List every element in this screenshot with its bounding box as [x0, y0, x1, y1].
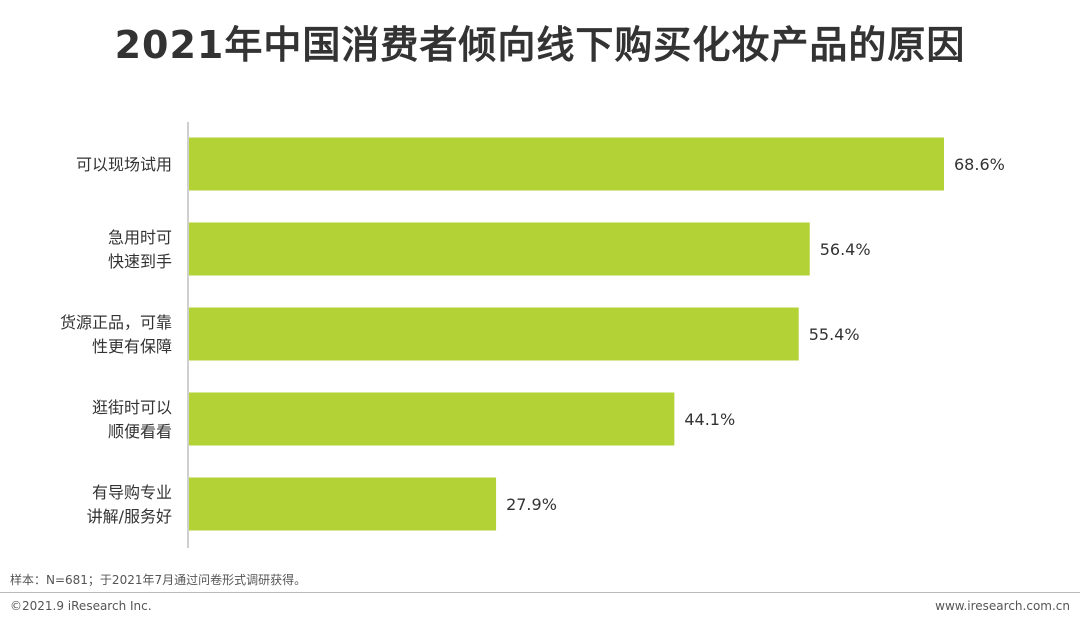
category-label-1-1: 快速到手 [108, 252, 172, 271]
category-label-3-0: 逛街时可以 [92, 398, 172, 417]
value-label-3: 44.1% [684, 410, 735, 429]
bar-3 [189, 392, 675, 446]
bar-4 [189, 477, 497, 531]
value-label-2: 55.4% [809, 325, 860, 344]
category-label-1-0: 急用时可 [108, 228, 172, 247]
value-label-4: 27.9% [506, 495, 557, 514]
category-label-2-0: 货源正品，可靠 [60, 313, 172, 332]
bar-2 [189, 307, 799, 361]
copyright-text: ©2021.9 iResearch Inc. [10, 599, 152, 613]
chart-title: 2021年中国消费者倾向线下购买化妆产品的原因 [114, 23, 966, 67]
category-label-4-1: 讲解/服务好 [87, 507, 172, 526]
sample-note: 样本：N=681；于2021年7月通过问卷形式调研获得。 [10, 573, 307, 587]
website-link[interactable]: www.iresearch.com.cn [935, 599, 1070, 613]
value-label-1: 56.4% [820, 240, 871, 259]
category-label-3-1: 顺便看看 [108, 422, 172, 441]
category-label-0-0: 可以现场试用 [76, 155, 172, 174]
category-label-4-0: 有导购专业 [92, 483, 172, 502]
value-label-0: 68.6% [954, 155, 1005, 174]
footer-divider [0, 592, 1080, 593]
category-label-2-1: 性更有保障 [92, 337, 172, 356]
bar-0 [189, 137, 944, 191]
bar-1 [189, 222, 810, 276]
